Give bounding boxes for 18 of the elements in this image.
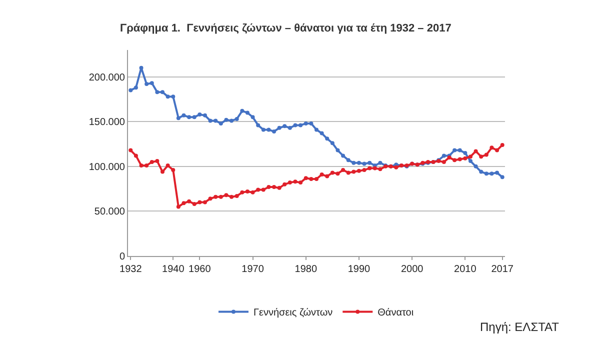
y-tick-label: 150.000 [88, 117, 126, 128]
x-tick-label: 2000 [400, 264, 424, 275]
y-tick-label: 0 [119, 252, 126, 262]
x-tick-label: 2017 [491, 264, 514, 275]
chart-title: Γράφημα 1. Γεννήσεις ζώντων – θάνατοι για τα έτη 1932 – 2017 [120, 22, 452, 34]
x-tick-label: 1990 [348, 264, 371, 275]
legend-label: Γεννήσεις ζώντων [254, 308, 333, 319]
x-tick-label: 1980 [294, 264, 318, 275]
text: Πηγή: ΕΛΣΤΑΤ [480, 320, 560, 334]
x-tick-label: 1970 [242, 264, 264, 275]
y-tick-label: 100.000 [88, 162, 126, 173]
x-tick-label: 2010 [454, 264, 477, 275]
x-tick-label: 1940 [162, 264, 185, 275]
y-tick-label: 50.000 [94, 206, 126, 218]
x-tick-label: 1960 [188, 264, 212, 275]
y-tick-label: 200.000 [88, 72, 126, 84]
x-tick-label: 1932 [120, 264, 142, 275]
legend-label: Θάνατοι [378, 308, 414, 319]
